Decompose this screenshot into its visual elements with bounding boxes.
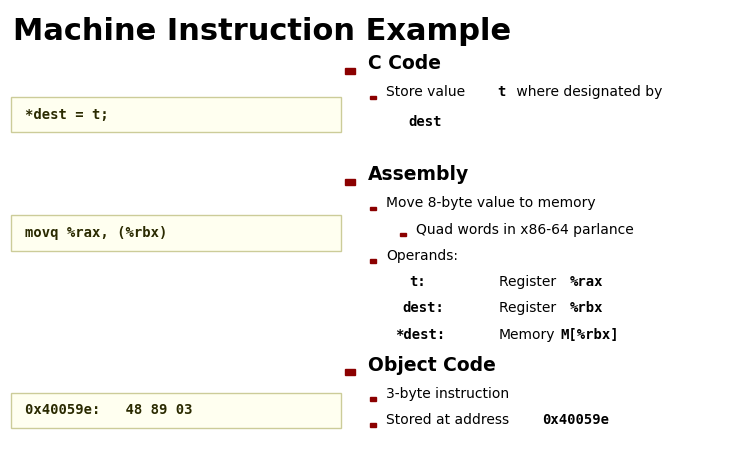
- Text: Stored at address: Stored at address: [386, 412, 514, 427]
- Bar: [370, 207, 376, 210]
- Text: t:: t:: [409, 275, 425, 289]
- Text: M[%rbx]: M[%rbx]: [560, 327, 619, 342]
- Text: Memory: Memory: [499, 327, 555, 342]
- Text: %rbx: %rbx: [570, 301, 604, 315]
- Text: movq %rax, (%rbx): movq %rax, (%rbx): [25, 226, 167, 240]
- Text: Quad words in x86-64 parlance: Quad words in x86-64 parlance: [416, 222, 634, 236]
- Text: %rax: %rax: [570, 275, 604, 289]
- Text: dest: dest: [409, 114, 442, 129]
- Text: Machine Instruction Example: Machine Instruction Example: [13, 17, 512, 45]
- Bar: [370, 423, 376, 427]
- Text: where designated by: where designated by: [512, 85, 663, 99]
- Bar: [370, 96, 376, 99]
- Text: Register: Register: [499, 275, 560, 289]
- Text: Register: Register: [499, 301, 560, 315]
- Text: *dest = t;: *dest = t;: [25, 108, 109, 122]
- Bar: [370, 259, 376, 263]
- Text: Object Code: Object Code: [368, 356, 495, 375]
- Text: 3-byte instruction: 3-byte instruction: [386, 386, 509, 401]
- Text: Assembly: Assembly: [368, 166, 469, 184]
- Text: 0x40059e: 0x40059e: [542, 412, 609, 427]
- Bar: [345, 369, 355, 376]
- Text: Operands:: Operands:: [386, 248, 458, 263]
- FancyBboxPatch shape: [11, 393, 341, 428]
- Bar: [345, 179, 355, 185]
- Bar: [400, 233, 406, 236]
- Bar: [370, 397, 376, 401]
- FancyBboxPatch shape: [11, 215, 341, 251]
- Text: C Code: C Code: [368, 54, 440, 73]
- Text: Move 8-byte value to memory: Move 8-byte value to memory: [386, 196, 596, 210]
- Text: Store value: Store value: [386, 85, 470, 99]
- Text: 0x40059e:   48 89 03: 0x40059e: 48 89 03: [25, 403, 192, 417]
- Text: dest:: dest:: [403, 301, 445, 315]
- Text: t: t: [497, 85, 506, 99]
- FancyBboxPatch shape: [11, 97, 341, 132]
- Text: *dest:: *dest:: [395, 327, 445, 342]
- Bar: [345, 68, 355, 74]
